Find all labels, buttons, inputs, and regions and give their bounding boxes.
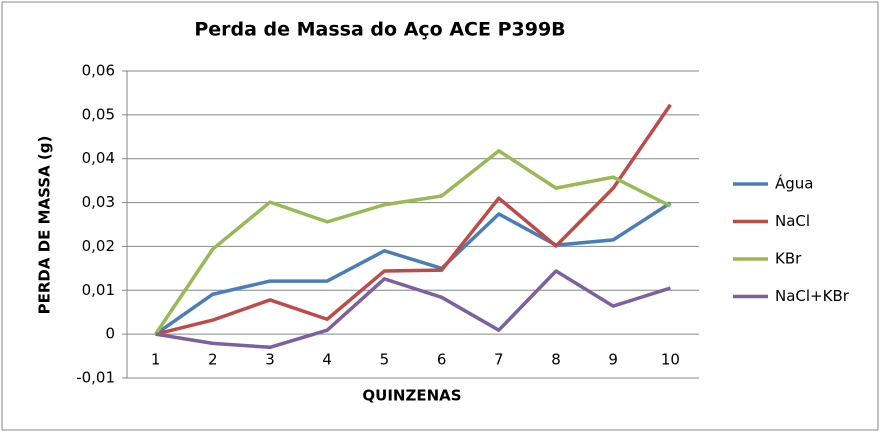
legend-label: Água [775,174,813,193]
x-tick-label: 5 [380,351,390,369]
y-tick-label: 0,03 [82,193,115,211]
y-tick-label: 0,05 [82,105,115,123]
y-axis-title: PERDA DE MASSA (g) [36,136,54,315]
x-tick-label: 3 [265,351,275,369]
x-tick-label: 1 [151,351,161,369]
x-tick-label: 9 [608,351,618,369]
series-line [155,269,671,350]
x-tick-label: 2 [208,351,218,369]
y-tick-label: 0,04 [82,149,115,167]
y-tick-label: 0,01 [82,281,115,299]
x-tick-label: 8 [551,351,561,369]
legend-label: NaCl [775,212,810,230]
series-line [155,103,672,336]
series-line [154,201,672,336]
series-line [154,149,672,336]
legend-label: KBr [775,250,802,268]
x-axis-title: QUINZENAS [362,387,461,405]
y-tick-label: -0,01 [76,369,115,387]
y-tick-label: 0,06 [82,62,115,80]
x-tick-label: 4 [322,351,332,369]
x-tick-label: 7 [494,351,504,369]
y-tick-label: 0,02 [82,237,115,255]
legend-label: NaCl+KBr [775,287,850,305]
chart-title: Perda de Massa do Aço ACE P399B [194,19,565,41]
x-tick-label: 10 [661,351,680,369]
x-tick-label: 6 [437,351,447,369]
y-tick-label: 0 [105,325,115,343]
